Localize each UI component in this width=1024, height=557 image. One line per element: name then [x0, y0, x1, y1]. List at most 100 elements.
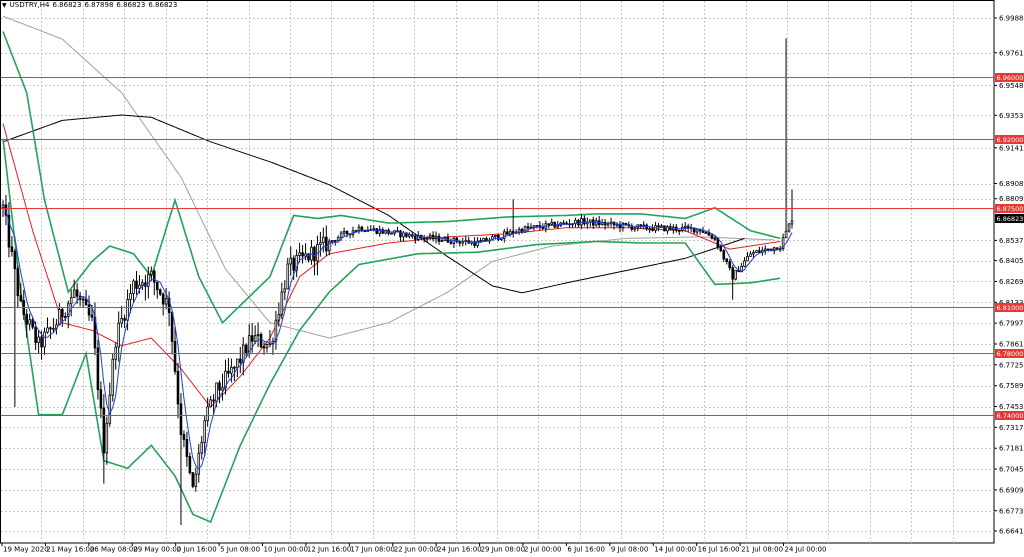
bollinger-lower-line — [2, 138, 781, 524]
candle-body — [40, 336, 43, 348]
y-tick-label: 6.97610 — [999, 49, 1024, 57]
x-tick-label: 17 Jun 08:00 — [350, 546, 394, 554]
candle — [286, 257, 290, 290]
candle — [13, 248, 17, 408]
candle-body — [710, 234, 714, 239]
candle — [357, 224, 361, 234]
candle — [277, 302, 281, 327]
candle-body — [333, 240, 337, 242]
y-tick-label: 6.88090 — [999, 195, 1024, 203]
candle — [259, 332, 263, 349]
candle-body — [523, 226, 527, 233]
candle-body — [66, 303, 70, 317]
y-tick-label: 6.77250 — [999, 361, 1024, 369]
candle — [123, 314, 126, 329]
candle-body — [280, 291, 284, 315]
candle — [283, 280, 287, 301]
candle-body — [81, 298, 85, 301]
candle-body — [19, 295, 23, 301]
candle-body — [449, 241, 453, 244]
candle — [111, 353, 115, 402]
candle-body — [784, 230, 788, 239]
candle-body — [683, 225, 687, 228]
candle — [135, 271, 138, 295]
candle — [313, 245, 316, 276]
candle-body — [138, 284, 141, 289]
candles — [1, 38, 794, 526]
candle-body — [105, 422, 109, 454]
price-level-label: 6.87500 — [997, 205, 1024, 213]
candle-body — [43, 331, 46, 348]
candle — [725, 258, 729, 265]
candle — [262, 341, 266, 355]
y-tick-label: 6.89080 — [999, 180, 1024, 188]
candle-body — [259, 334, 263, 348]
candle-body — [84, 298, 88, 306]
candle-body — [336, 237, 340, 242]
candle-body — [200, 442, 204, 454]
candle-body — [645, 224, 648, 230]
candle — [200, 436, 204, 460]
candle — [152, 269, 156, 296]
candle-body — [719, 246, 723, 251]
y-tick-label: 6.91410 — [999, 144, 1024, 152]
candle — [37, 330, 40, 354]
candle-body — [141, 282, 144, 286]
triangle-down-icon[interactable]: ▼ — [2, 2, 7, 9]
y-tick-label: 6.66410 — [999, 528, 1024, 536]
candle-body — [307, 253, 310, 261]
candle-body — [25, 313, 29, 325]
candle-body — [657, 225, 660, 228]
candle-body — [440, 240, 444, 242]
candle-body — [686, 225, 690, 228]
candle-body — [236, 358, 239, 368]
candle-body — [577, 219, 580, 226]
price-level-tag — [995, 135, 1024, 144]
candle-body — [787, 223, 791, 232]
candle-body — [203, 420, 206, 443]
candle — [342, 227, 346, 237]
candle-body — [734, 269, 737, 280]
candle — [482, 237, 485, 242]
candle-body — [494, 234, 497, 238]
candle-body — [117, 322, 120, 348]
x-tick-label: 29 Jun 08:00 — [481, 546, 525, 554]
y-tick-label: 6.93530 — [999, 112, 1024, 120]
candle-body — [99, 389, 103, 409]
candle-body — [250, 335, 254, 342]
candle-body — [274, 319, 278, 342]
candle-body — [648, 228, 651, 231]
candle — [132, 279, 135, 302]
candle — [327, 238, 331, 256]
candle — [28, 313, 31, 331]
candle-body — [437, 235, 441, 242]
candle-body — [102, 407, 106, 454]
candle-body — [313, 246, 316, 262]
candle-body — [743, 260, 746, 267]
candle-body — [262, 346, 266, 349]
candle-body — [224, 370, 227, 389]
candle — [354, 229, 358, 232]
candle-body — [731, 267, 734, 280]
x-tick-label: 16 Jul 16:00 — [698, 546, 740, 554]
candle-body — [642, 224, 645, 227]
candle-body — [583, 218, 586, 225]
candle-body — [147, 273, 150, 287]
x-tick-label: 29 May 00:00 — [133, 546, 181, 554]
x-tick-label: 6 Jul 16:00 — [567, 546, 605, 554]
y-tick-label: 6.95480 — [999, 82, 1024, 90]
candle — [645, 223, 648, 231]
candle — [390, 232, 393, 235]
candle — [280, 282, 284, 320]
candle-body — [120, 318, 123, 324]
x-tick-label: 5 Jun 08:00 — [220, 546, 260, 554]
candle-body — [256, 334, 260, 337]
y-tick-label: 6.82690 — [999, 278, 1024, 286]
candle-body — [502, 231, 506, 239]
candle — [325, 225, 328, 257]
y-tick-label: 6.99880 — [999, 15, 1024, 23]
candle — [197, 443, 201, 483]
candle-body — [482, 238, 485, 242]
